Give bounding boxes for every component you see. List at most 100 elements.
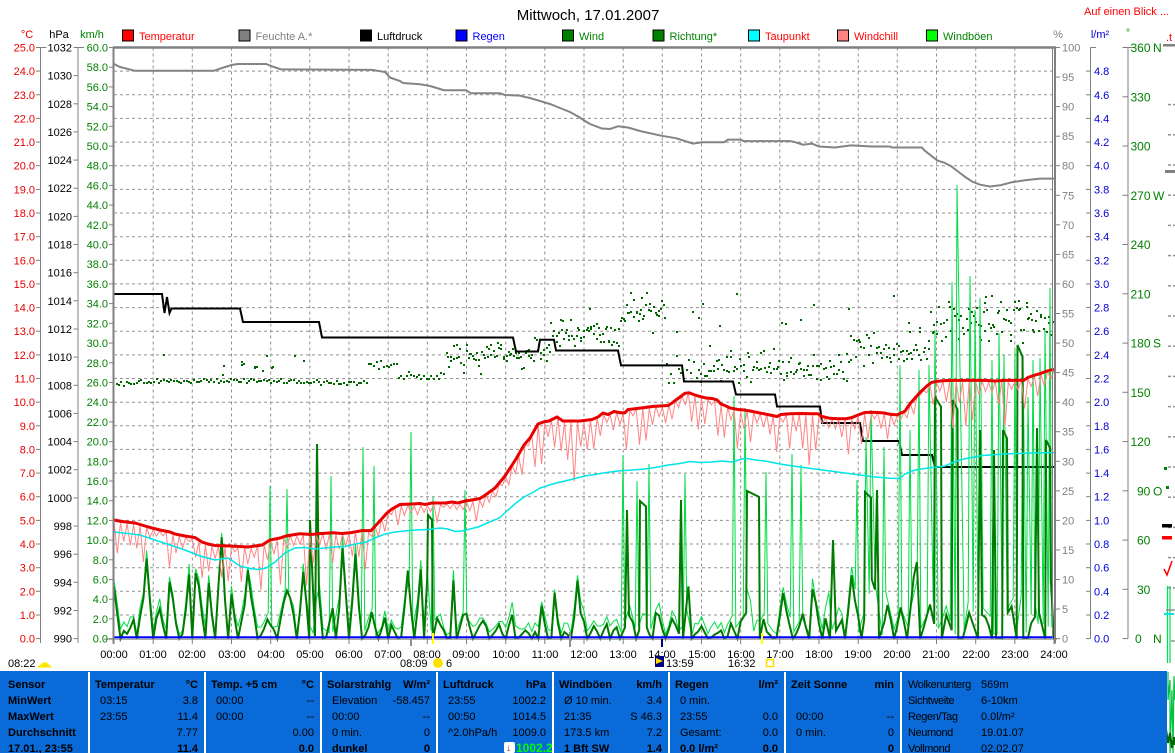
svg-text:4.0: 4.0	[93, 594, 108, 606]
svg-text:12.0: 12.0	[87, 515, 108, 527]
svg-text:34.0: 34.0	[87, 299, 108, 311]
svg-text:4.4: 4.4	[1094, 113, 1109, 125]
svg-text:50.0: 50.0	[87, 141, 108, 153]
svg-text:40: 40	[1062, 397, 1074, 409]
svg-text:24.0: 24.0	[14, 66, 35, 78]
svg-text:95: 95	[1062, 72, 1074, 84]
svg-text:18:00: 18:00	[805, 649, 833, 661]
svg-text:0.2: 0.2	[1094, 610, 1109, 622]
svg-text:60: 60	[1137, 534, 1151, 548]
svg-text:1022: 1022	[48, 183, 72, 195]
svg-text:0.0: 0.0	[93, 634, 108, 646]
svg-text:2.0: 2.0	[93, 614, 108, 626]
svg-text:4.2: 4.2	[1094, 137, 1109, 149]
svg-text:0: 0	[1062, 634, 1068, 646]
svg-text:1.8: 1.8	[1094, 421, 1109, 433]
svg-text:60: 60	[1062, 279, 1074, 291]
svg-text:992: 992	[54, 606, 72, 618]
svg-text:120: 120	[1131, 435, 1151, 449]
svg-text:19.0: 19.0	[14, 184, 35, 196]
svg-text:994: 994	[54, 577, 72, 589]
svg-text:0.0: 0.0	[20, 634, 35, 646]
svg-text:32.0: 32.0	[87, 318, 108, 330]
svg-text:0: 0	[1135, 632, 1142, 646]
svg-text:Temperatur: Temperatur	[139, 31, 195, 43]
svg-text:1016: 1016	[48, 268, 72, 280]
svg-text:8.0: 8.0	[93, 555, 108, 567]
svg-text:50: 50	[1062, 338, 1074, 350]
svg-text:22:00: 22:00	[962, 649, 990, 661]
svg-text:3.0: 3.0	[20, 563, 35, 575]
svg-text:25: 25	[1062, 486, 1074, 498]
svg-text:54.0: 54.0	[87, 102, 108, 114]
svg-text:1010: 1010	[48, 352, 72, 364]
svg-text:15.0: 15.0	[14, 279, 35, 291]
svg-text:24.0: 24.0	[87, 397, 108, 409]
svg-text:Windchill: Windchill	[854, 31, 898, 43]
svg-text:150: 150	[1131, 386, 1151, 400]
svg-text:40.0: 40.0	[87, 240, 108, 252]
svg-text:21.0: 21.0	[14, 137, 35, 149]
svg-text:W: W	[1153, 189, 1165, 203]
svg-text:5.0: 5.0	[20, 515, 35, 527]
svg-text:30.0: 30.0	[87, 338, 108, 350]
svg-text:Windböen: Windböen	[943, 31, 993, 43]
svg-text:1.0: 1.0	[20, 610, 35, 622]
svg-text:1.6: 1.6	[1094, 444, 1109, 456]
svg-text:300: 300	[1131, 140, 1151, 154]
svg-text:1008: 1008	[48, 380, 72, 392]
svg-text:1.0: 1.0	[1094, 515, 1109, 527]
svg-text:09:00: 09:00	[452, 649, 480, 661]
svg-text:24:00: 24:00	[1040, 649, 1068, 661]
svg-text:06:00: 06:00	[335, 649, 363, 661]
svg-text:13:59: 13:59	[666, 658, 694, 670]
svg-text:16.0: 16.0	[87, 476, 108, 488]
svg-text:1.4: 1.4	[1094, 468, 1109, 480]
svg-text:10: 10	[1062, 575, 1074, 587]
svg-text:10.0: 10.0	[14, 397, 35, 409]
svg-text:3.2: 3.2	[1094, 255, 1109, 267]
svg-text:80: 80	[1062, 161, 1074, 173]
svg-text:15: 15	[1062, 545, 1074, 557]
svg-text:02:00: 02:00	[178, 649, 206, 661]
svg-text:13:00: 13:00	[609, 649, 637, 661]
svg-text:11.0: 11.0	[14, 374, 35, 386]
svg-text:1026: 1026	[48, 127, 72, 139]
svg-text:Luftdruck: Luftdruck	[377, 31, 423, 43]
svg-text:360: 360	[1131, 41, 1151, 55]
svg-text:2.0: 2.0	[20, 586, 35, 598]
svg-text:05:00: 05:00	[296, 649, 324, 661]
svg-text:13.0: 13.0	[14, 326, 35, 338]
svg-text:4.0: 4.0	[1094, 161, 1109, 173]
svg-text:4.0: 4.0	[20, 539, 35, 551]
svg-text:70: 70	[1062, 220, 1074, 232]
svg-text:Regen: Regen	[473, 31, 505, 43]
svg-text:16:00: 16:00	[727, 649, 755, 661]
svg-text:0.6: 0.6	[1094, 563, 1109, 575]
svg-text:58.0: 58.0	[87, 62, 108, 74]
svg-text:1020: 1020	[48, 211, 72, 223]
svg-text:65: 65	[1062, 249, 1074, 261]
svg-text:19:00: 19:00	[844, 649, 872, 661]
svg-text:Mittwoch, 17.01.2007: Mittwoch, 17.01.2007	[517, 7, 660, 24]
svg-text:3.6: 3.6	[1094, 208, 1109, 220]
svg-text:17:00: 17:00	[766, 649, 794, 661]
svg-text:20.0: 20.0	[87, 437, 108, 449]
svg-text:55: 55	[1062, 309, 1074, 321]
svg-text:30: 30	[1062, 456, 1074, 468]
svg-text:1002: 1002	[48, 465, 72, 477]
svg-text:6: 6	[446, 658, 452, 670]
svg-text:08:09: 08:09	[400, 658, 428, 670]
svg-text:22.0: 22.0	[14, 113, 35, 125]
svg-text:15:00: 15:00	[688, 649, 716, 661]
svg-text:08:22: 08:22	[8, 658, 36, 670]
svg-text:45: 45	[1062, 368, 1074, 380]
svg-text:11:00: 11:00	[532, 649, 559, 661]
svg-text:6.0: 6.0	[93, 575, 108, 587]
svg-text:60.0: 60.0	[87, 43, 108, 55]
svg-text:O: O	[1153, 484, 1162, 498]
svg-text:21:00: 21:00	[922, 649, 950, 661]
svg-text:Richtung*: Richtung*	[670, 31, 718, 43]
svg-text:03:00: 03:00	[218, 649, 246, 661]
svg-text:1028: 1028	[48, 99, 72, 111]
